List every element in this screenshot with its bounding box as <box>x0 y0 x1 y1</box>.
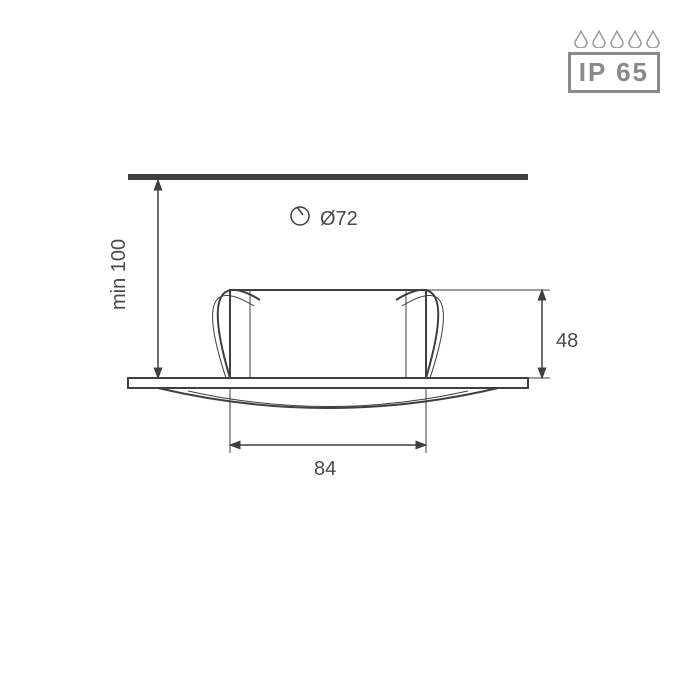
fixture-body <box>230 290 426 378</box>
fixture-flange <box>128 378 528 388</box>
cutout-diameter-label: Ø72 <box>320 208 358 231</box>
cutout-icon <box>291 207 309 225</box>
diffuser-lens <box>158 388 498 408</box>
min-depth-label: min 100 <box>108 239 131 310</box>
body-height-label: 48 <box>556 330 578 353</box>
technical-drawing <box>0 0 700 700</box>
ceiling-line <box>128 174 528 180</box>
body-width-label: 84 <box>314 458 336 481</box>
spring-clip-right <box>396 290 438 378</box>
cutout-icon <box>297 207 303 215</box>
spring-clip-left <box>218 290 260 378</box>
